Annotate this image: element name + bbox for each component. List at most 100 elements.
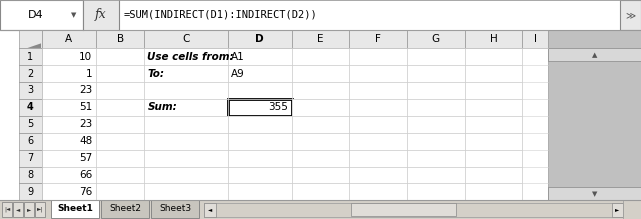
Bar [42, 99, 96, 116]
Bar [228, 184, 292, 200]
Bar [19, 116, 42, 133]
Bar [292, 116, 349, 133]
Text: E: E [317, 34, 324, 44]
Bar [292, 150, 349, 167]
Bar [19, 65, 42, 82]
Bar [19, 167, 42, 184]
Bar [292, 99, 349, 116]
Text: D4: D4 [28, 10, 43, 20]
Text: |◄: |◄ [4, 207, 10, 212]
Text: Sum:: Sum: [147, 102, 177, 112]
Bar [351, 203, 456, 216]
Bar [144, 150, 228, 167]
Bar [349, 133, 407, 150]
Text: D: D [255, 34, 264, 44]
Bar [292, 82, 349, 99]
Bar [522, 82, 548, 99]
Bar [42, 133, 96, 150]
Bar [522, 133, 548, 150]
Bar [42, 116, 96, 133]
Bar [548, 30, 641, 200]
Bar [228, 82, 292, 99]
Bar [407, 99, 465, 116]
Bar [19, 184, 42, 200]
Text: 9: 9 [28, 187, 33, 197]
Text: 3: 3 [28, 85, 33, 95]
Polygon shape [28, 43, 41, 48]
Bar [349, 65, 407, 82]
Bar [522, 65, 548, 82]
Bar [407, 133, 465, 150]
Text: ◄: ◄ [208, 207, 212, 212]
Bar [42, 30, 96, 48]
Text: ▼: ▼ [592, 191, 597, 197]
Bar [228, 30, 292, 48]
Bar [349, 48, 407, 65]
Bar [96, 65, 144, 82]
Bar [96, 30, 144, 48]
Bar [522, 48, 548, 65]
Text: 5: 5 [28, 119, 33, 129]
Text: ►: ► [27, 207, 31, 212]
Text: 6: 6 [28, 136, 33, 146]
Bar [19, 133, 42, 150]
Bar [465, 65, 522, 82]
Bar [42, 167, 96, 184]
Text: 23: 23 [79, 119, 92, 129]
Bar [623, 200, 641, 219]
Bar [349, 150, 407, 167]
Text: ▼: ▼ [71, 12, 76, 18]
Bar [144, 48, 228, 65]
Bar [96, 150, 144, 167]
Text: I: I [534, 34, 537, 44]
Bar [620, 0, 641, 30]
Text: A9: A9 [231, 69, 244, 79]
Bar [349, 30, 407, 48]
Bar [13, 202, 23, 217]
Bar [465, 116, 522, 133]
Bar [407, 184, 465, 200]
Bar [522, 167, 548, 184]
Bar [522, 150, 548, 167]
Bar [407, 48, 465, 65]
Bar [407, 65, 465, 82]
Bar [228, 150, 292, 167]
Bar [19, 82, 42, 99]
Text: 2: 2 [28, 69, 33, 79]
Bar [96, 116, 144, 133]
Bar [96, 82, 144, 99]
Text: G: G [432, 34, 440, 44]
Text: 66: 66 [79, 170, 92, 180]
Bar [19, 30, 42, 48]
Bar [24, 202, 34, 217]
Bar [204, 203, 216, 217]
Bar [144, 99, 228, 116]
Text: A: A [65, 34, 72, 44]
Bar [292, 48, 349, 65]
Text: 7: 7 [28, 153, 33, 163]
Text: Use cells from:: Use cells from: [147, 52, 234, 62]
Bar [144, 133, 228, 150]
Bar [465, 167, 522, 184]
Bar [465, 184, 522, 200]
Bar [42, 82, 96, 99]
Text: ►|: ►| [37, 207, 43, 212]
Text: H: H [490, 34, 497, 44]
Bar [204, 203, 623, 217]
Bar [119, 0, 620, 30]
Bar [144, 82, 228, 99]
Text: 76: 76 [79, 187, 92, 197]
Bar [349, 99, 407, 116]
Text: C: C [182, 34, 190, 44]
Bar [0, 200, 641, 219]
Bar [465, 82, 522, 99]
Bar [228, 116, 292, 133]
Bar [42, 184, 96, 200]
Bar [42, 48, 96, 65]
Text: 57: 57 [79, 153, 92, 163]
Bar [349, 82, 407, 99]
Bar [292, 184, 349, 200]
Bar [407, 150, 465, 167]
Bar [2, 202, 12, 217]
Text: Sheet2: Sheet2 [110, 204, 141, 213]
